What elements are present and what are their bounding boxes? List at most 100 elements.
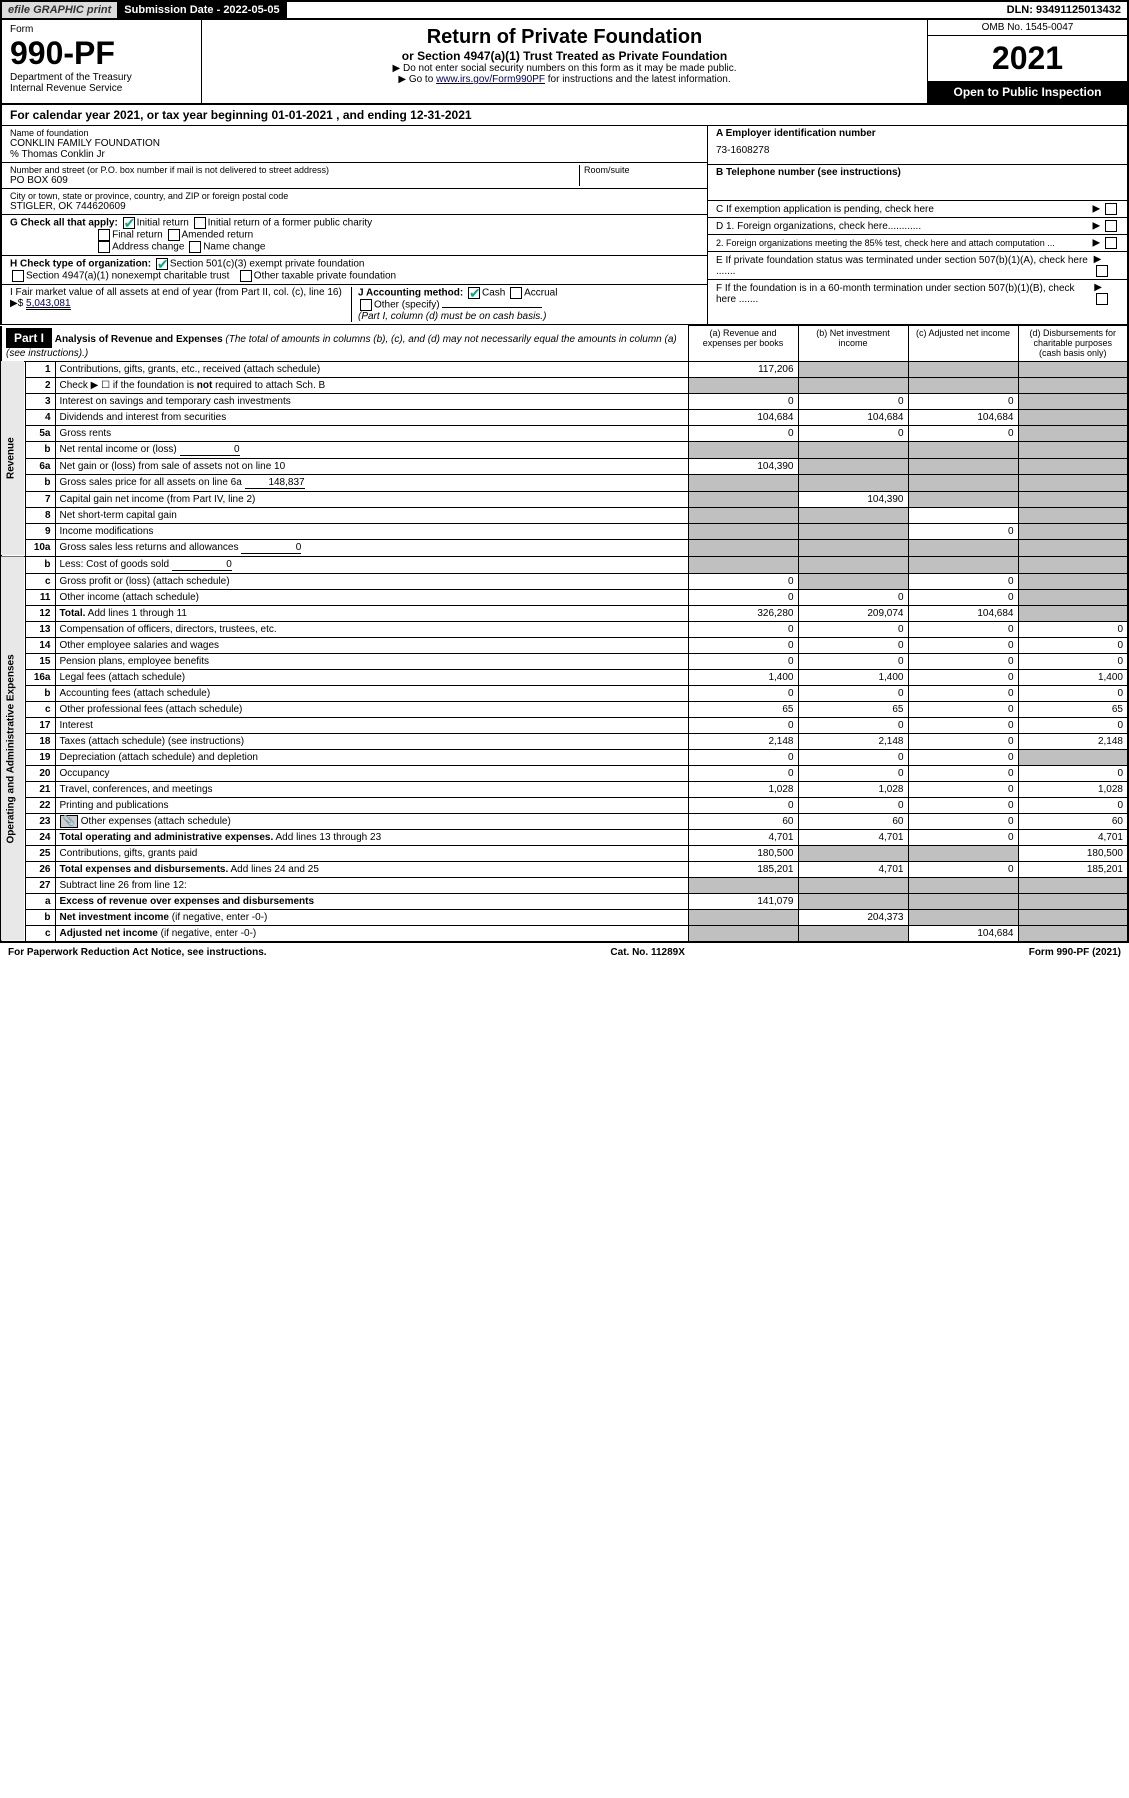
final-return-checkbox[interactable] bbox=[98, 229, 110, 241]
line-number: 24 bbox=[25, 829, 55, 845]
line-description: Occupancy bbox=[55, 765, 688, 781]
value-cell: 2,148 bbox=[1018, 733, 1128, 749]
line-description: Printing and publications bbox=[55, 797, 688, 813]
value-cell: 326,280 bbox=[688, 605, 798, 621]
line-number: 21 bbox=[25, 781, 55, 797]
d2-checkbox[interactable] bbox=[1105, 237, 1117, 249]
f-checkbox[interactable] bbox=[1096, 293, 1108, 305]
value-cell: 0 bbox=[908, 669, 1018, 685]
line-description: Depreciation (attach schedule) and deple… bbox=[55, 749, 688, 765]
ein-value: 73-1608278 bbox=[716, 139, 1119, 162]
value-cell: 2,148 bbox=[798, 733, 908, 749]
e-checkbox[interactable] bbox=[1096, 265, 1108, 277]
cash-checkbox[interactable] bbox=[468, 287, 480, 299]
value-cell bbox=[798, 556, 908, 573]
instructions-link[interactable]: www.irs.gov/Form990PF bbox=[436, 74, 545, 85]
value-cell bbox=[908, 909, 1018, 925]
value-cell: 0 bbox=[798, 797, 908, 813]
value-cell: 1,400 bbox=[1018, 669, 1128, 685]
value-cell bbox=[908, 441, 1018, 458]
value-cell: 0 bbox=[908, 765, 1018, 781]
room-label: Room/suite bbox=[584, 165, 699, 175]
value-cell bbox=[1018, 458, 1128, 474]
line-description: Other income (attach schedule) bbox=[55, 589, 688, 605]
h-other-checkbox[interactable] bbox=[240, 270, 252, 282]
initial-former-checkbox[interactable] bbox=[194, 217, 206, 229]
value-cell bbox=[688, 491, 798, 507]
value-cell: 1,400 bbox=[798, 669, 908, 685]
name-change-checkbox[interactable] bbox=[189, 241, 201, 253]
value-cell: 0 bbox=[688, 393, 798, 409]
value-cell bbox=[1018, 589, 1128, 605]
line-number: b bbox=[25, 441, 55, 458]
value-cell: 0 bbox=[908, 717, 1018, 733]
amended-return-checkbox[interactable] bbox=[168, 229, 180, 241]
line-description: Compensation of officers, directors, tru… bbox=[55, 621, 688, 637]
line-number: 13 bbox=[25, 621, 55, 637]
d1-checkbox[interactable] bbox=[1105, 220, 1117, 232]
value-cell bbox=[1018, 377, 1128, 393]
value-cell bbox=[908, 507, 1018, 523]
value-cell bbox=[908, 893, 1018, 909]
care-of: % Thomas Conklin Jr bbox=[10, 149, 699, 160]
value-cell: 0 bbox=[908, 523, 1018, 539]
line-number: 14 bbox=[25, 637, 55, 653]
value-cell: 0 bbox=[798, 749, 908, 765]
line-description: Less: Cost of goods sold 0 bbox=[55, 556, 688, 573]
value-cell: 65 bbox=[1018, 701, 1128, 717]
value-cell bbox=[688, 925, 798, 942]
h-4947-checkbox[interactable] bbox=[12, 270, 24, 282]
fmv-value[interactable]: 5,043,081 bbox=[26, 298, 71, 310]
value-cell bbox=[798, 893, 908, 909]
line-number: 17 bbox=[25, 717, 55, 733]
value-cell: 0 bbox=[688, 749, 798, 765]
line-description: Contributions, gifts, grants, etc., rece… bbox=[55, 361, 688, 377]
line-description: Net rental income or (loss) 0 bbox=[55, 441, 688, 458]
line-description: Pension plans, employee benefits bbox=[55, 653, 688, 669]
value-cell: 0 bbox=[798, 425, 908, 441]
value-cell: 0 bbox=[908, 813, 1018, 829]
line-number: 7 bbox=[25, 491, 55, 507]
part1-title: Analysis of Revenue and Expenses bbox=[55, 334, 223, 345]
entity-info: Name of foundation CONKLIN FAMILY FOUNDA… bbox=[0, 126, 1129, 325]
accrual-checkbox[interactable] bbox=[510, 287, 522, 299]
value-cell bbox=[1018, 556, 1128, 573]
line-description: Dividends and interest from securities bbox=[55, 409, 688, 425]
line-description: Income modifications bbox=[55, 523, 688, 539]
initial-return-checkbox[interactable] bbox=[123, 217, 135, 229]
value-cell: 185,201 bbox=[688, 861, 798, 877]
h-501c3-checkbox[interactable] bbox=[156, 258, 168, 270]
value-cell bbox=[1018, 749, 1128, 765]
value-cell: 104,390 bbox=[798, 491, 908, 507]
line-number: 1 bbox=[25, 361, 55, 377]
value-cell bbox=[1018, 539, 1128, 556]
value-cell: 0 bbox=[688, 621, 798, 637]
value-cell: 0 bbox=[1018, 797, 1128, 813]
line-description: Gross sales price for all assets on line… bbox=[55, 474, 688, 491]
line-number: c bbox=[25, 701, 55, 717]
form-number: 990-PF bbox=[10, 35, 193, 72]
c-checkbox[interactable] bbox=[1105, 203, 1117, 215]
value-cell: 0 bbox=[798, 653, 908, 669]
line-description: Gross profit or (loss) (attach schedule) bbox=[55, 573, 688, 589]
address-change-checkbox[interactable] bbox=[98, 241, 110, 253]
line-number: b bbox=[25, 909, 55, 925]
value-cell: 0 bbox=[798, 717, 908, 733]
value-cell: 4,701 bbox=[1018, 829, 1128, 845]
line-description: Gross sales less returns and allowances … bbox=[55, 539, 688, 556]
line-number: b bbox=[25, 556, 55, 573]
value-cell bbox=[1018, 491, 1128, 507]
other-method-checkbox[interactable] bbox=[360, 299, 372, 311]
value-cell: 0 bbox=[908, 425, 1018, 441]
line-number: 12 bbox=[25, 605, 55, 621]
efile-button[interactable]: efile GRAPHIC print bbox=[2, 2, 118, 18]
value-cell: 0 bbox=[908, 749, 1018, 765]
line-description: Gross rents bbox=[55, 425, 688, 441]
value-cell bbox=[798, 573, 908, 589]
value-cell bbox=[1018, 605, 1128, 621]
value-cell: 104,684 bbox=[798, 409, 908, 425]
value-cell: 65 bbox=[798, 701, 908, 717]
value-cell bbox=[1018, 474, 1128, 491]
value-cell bbox=[1018, 393, 1128, 409]
value-cell: 209,074 bbox=[798, 605, 908, 621]
